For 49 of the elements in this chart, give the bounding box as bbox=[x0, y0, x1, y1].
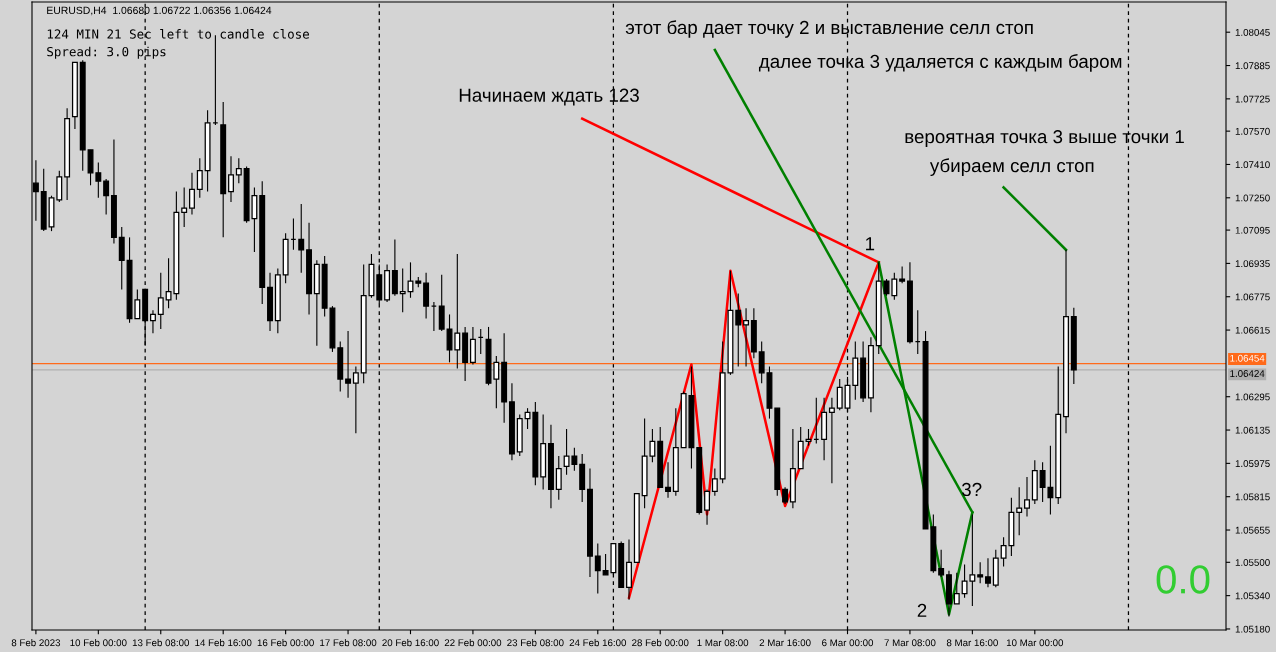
annotation: Начинаем ждать 123 bbox=[459, 88, 639, 106]
annotation: 2 bbox=[917, 603, 927, 617]
annotation: этот бар дает точку 2 и выставление селл стоп bbox=[625, 20, 1033, 38]
y-tick-label: 1.05180 bbox=[1235, 625, 1270, 633]
y-tick-label: 1.07410 bbox=[1235, 161, 1270, 169]
y-tick-label: 1.07885 bbox=[1235, 62, 1270, 70]
x-tick-label: 17 Feb 08:00 bbox=[320, 639, 377, 647]
y-tick-label: 1.06295 bbox=[1235, 393, 1270, 401]
x-tick-label: 28 Feb 00:00 bbox=[632, 639, 689, 647]
x-tick-label: 8 Feb 2023 bbox=[11, 639, 61, 647]
y-tick-label: 1.07570 bbox=[1235, 127, 1270, 135]
annotation: 1 bbox=[866, 237, 875, 251]
y-tick-label: 1.05340 bbox=[1235, 592, 1270, 600]
x-tick-label: 7 Mar 08:00 bbox=[884, 639, 936, 647]
ref-line-label: 1.06454 bbox=[1230, 354, 1265, 362]
x-tick-label: 8 Mar 16:00 bbox=[946, 639, 998, 647]
x-tick-label: 10 Feb 00:00 bbox=[70, 639, 127, 647]
y-tick-label: 1.06775 bbox=[1235, 293, 1270, 301]
y-tick-label: 1.08045 bbox=[1235, 28, 1270, 36]
annotation: убираем селл стоп bbox=[929, 158, 1094, 176]
x-tick-label: 23 Feb 08:00 bbox=[507, 639, 564, 647]
annotation: вероятная точка 3 выше точки 1 bbox=[905, 130, 1184, 148]
x-tick-label: 13 Feb 08:00 bbox=[132, 639, 190, 647]
y-tick-label: 1.05655 bbox=[1235, 526, 1270, 534]
x-tick-label: 1 Mar 08:00 bbox=[697, 639, 749, 647]
x-tick-label: 20 Feb 16:00 bbox=[382, 639, 439, 647]
y-tick-label: 1.06135 bbox=[1235, 426, 1270, 434]
y-tick-label: 1.05975 bbox=[1235, 460, 1270, 467]
annotation: далее точка 3 удаляется с каждым баром bbox=[758, 54, 1122, 72]
annotation: Spread: 3.0 pips bbox=[47, 46, 166, 59]
y-tick-label: 1.07095 bbox=[1235, 226, 1270, 234]
x-tick-label: 6 Mar 00:00 bbox=[822, 639, 874, 647]
x-tick-label: 2 Mar 16:00 bbox=[759, 639, 811, 647]
annotation: 124 MIN 21 Sec left to candle close bbox=[47, 29, 309, 39]
annotation: 3? bbox=[961, 482, 982, 497]
y-tick-label: 1.06615 bbox=[1235, 326, 1270, 334]
x-tick-label: 16 Feb 00:00 bbox=[257, 639, 314, 647]
x-tick-label: 10 Mar 00:00 bbox=[1006, 639, 1064, 647]
y-tick-label: 1.07725 bbox=[1235, 95, 1270, 103]
ref-line-label: 1.06424 bbox=[1230, 370, 1265, 377]
x-tick-label: 14 Feb 16:00 bbox=[195, 639, 252, 647]
annotation: 0.0 bbox=[1156, 565, 1210, 594]
y-tick-label: 1.06935 bbox=[1235, 260, 1270, 268]
x-tick-label: 22 Feb 00:00 bbox=[444, 639, 502, 647]
y-tick-label: 1.05815 bbox=[1235, 493, 1270, 501]
annotation: EURUSD,H4 1.06680 1.06722 1.06356 1.06424 bbox=[47, 6, 272, 16]
y-tick-label: 1.05500 bbox=[1235, 559, 1270, 566]
x-tick-label: 24 Feb 16:00 bbox=[569, 639, 627, 647]
y-tick-label: 1.07250 bbox=[1235, 194, 1270, 202]
